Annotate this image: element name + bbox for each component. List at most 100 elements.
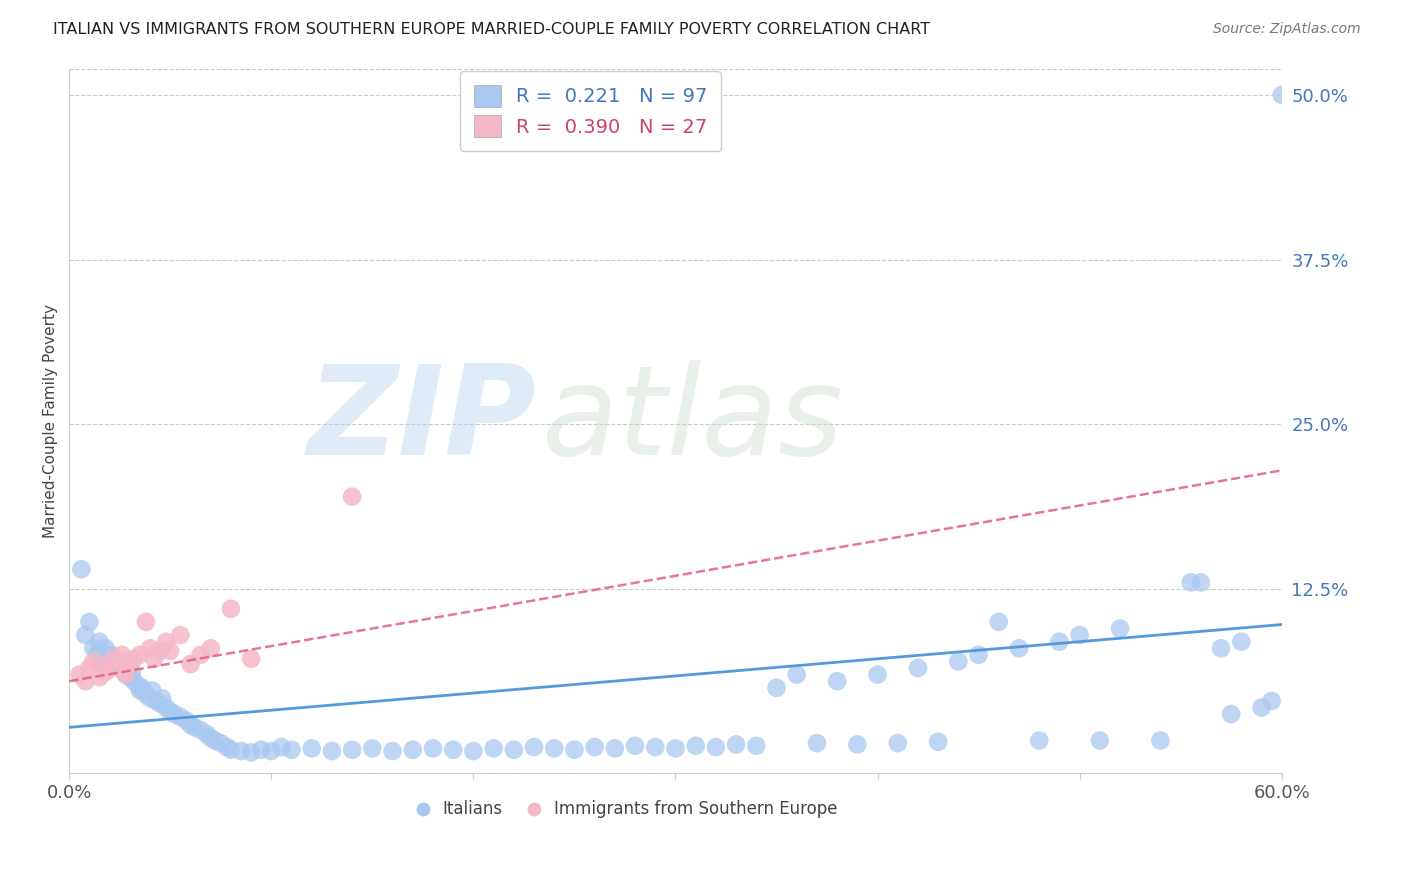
Point <box>583 740 606 755</box>
Point <box>725 738 748 752</box>
Point <box>280 742 302 756</box>
Point <box>111 661 134 675</box>
Point <box>441 742 464 756</box>
Point <box>1109 622 1132 636</box>
Point <box>141 683 163 698</box>
Point <box>135 615 157 629</box>
Point <box>523 740 546 755</box>
Point <box>143 652 166 666</box>
Legend: Italians, Immigrants from Southern Europe: Italians, Immigrants from Southern Europ… <box>409 794 845 825</box>
Text: atlas: atlas <box>543 360 844 482</box>
Point <box>163 707 186 722</box>
Point <box>1209 641 1232 656</box>
Point <box>179 717 201 731</box>
Point <box>422 741 444 756</box>
Point <box>149 644 172 658</box>
Point <box>340 490 363 504</box>
Point <box>169 628 191 642</box>
Point <box>89 634 111 648</box>
Point <box>135 687 157 701</box>
Point <box>624 739 647 753</box>
Point <box>321 744 343 758</box>
Point <box>75 628 97 642</box>
Point <box>79 615 101 629</box>
Point <box>1088 733 1111 747</box>
Point <box>190 723 212 737</box>
Point <box>118 657 141 671</box>
Point <box>111 648 134 662</box>
Point <box>846 738 869 752</box>
Point <box>155 700 177 714</box>
Point <box>806 736 828 750</box>
Point <box>1149 733 1171 747</box>
Point <box>644 740 666 755</box>
Point <box>176 714 198 728</box>
Point <box>114 667 136 681</box>
Point <box>190 648 212 662</box>
Point <box>122 652 145 666</box>
Point <box>543 741 565 756</box>
Point <box>121 665 143 679</box>
Point <box>179 657 201 671</box>
Point <box>340 742 363 756</box>
Point <box>129 648 152 662</box>
Point <box>127 678 149 692</box>
Point <box>139 641 162 656</box>
Point <box>219 742 242 756</box>
Point <box>159 705 181 719</box>
Point <box>67 667 90 681</box>
Point <box>215 740 238 755</box>
Y-axis label: Married-Couple Family Poverty: Married-Couple Family Poverty <box>44 304 58 538</box>
Point <box>270 740 292 755</box>
Point <box>129 683 152 698</box>
Point <box>103 652 125 666</box>
Point <box>927 735 949 749</box>
Point <box>1260 694 1282 708</box>
Point <box>250 742 273 756</box>
Point <box>94 641 117 656</box>
Point <box>786 667 808 681</box>
Point <box>98 657 121 671</box>
Point <box>89 670 111 684</box>
Point <box>1189 575 1212 590</box>
Point <box>183 720 205 734</box>
Point <box>149 697 172 711</box>
Point <box>195 727 218 741</box>
Point <box>685 739 707 753</box>
Point <box>907 661 929 675</box>
Point <box>70 562 93 576</box>
Point <box>150 691 173 706</box>
Text: ITALIAN VS IMMIGRANTS FROM SOUTHERN EUROPE MARRIED-COUPLE FAMILY POVERTY CORRELA: ITALIAN VS IMMIGRANTS FROM SOUTHERN EURO… <box>53 22 931 37</box>
Point <box>482 741 505 756</box>
Point <box>1180 575 1202 590</box>
Point <box>82 641 104 656</box>
Point <box>765 681 787 695</box>
Point <box>219 601 242 615</box>
Point <box>240 652 263 666</box>
Point <box>1008 641 1031 656</box>
Point <box>1069 628 1091 642</box>
Point <box>1028 733 1050 747</box>
Point <box>98 661 121 675</box>
Point <box>229 744 252 758</box>
Point <box>108 655 131 669</box>
Text: ZIP: ZIP <box>308 360 536 482</box>
Point <box>155 634 177 648</box>
Point <box>145 694 167 708</box>
Point <box>463 744 485 758</box>
Point <box>200 641 222 656</box>
Point <box>745 739 768 753</box>
Point <box>86 648 108 662</box>
Point <box>94 665 117 679</box>
Point <box>79 661 101 675</box>
Point <box>664 741 686 756</box>
Point <box>169 710 191 724</box>
Point <box>887 736 910 750</box>
Point <box>118 670 141 684</box>
Point <box>704 740 727 755</box>
Point <box>381 744 404 758</box>
Point <box>825 674 848 689</box>
Point <box>90 655 112 669</box>
Point <box>122 674 145 689</box>
Point <box>564 742 586 756</box>
